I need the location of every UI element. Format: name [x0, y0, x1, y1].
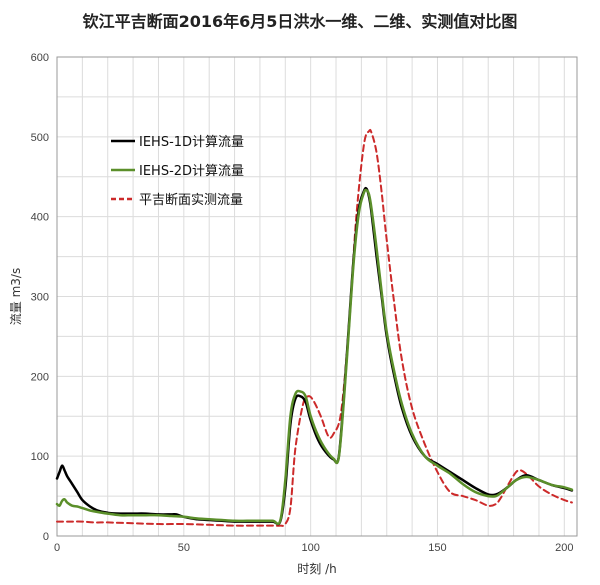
grid: [57, 57, 577, 536]
x-tick-label: 0: [54, 542, 60, 554]
legend-label-2: IEHS-2D计算流量: [139, 164, 244, 179]
legend-label-1: IEHS-1D计算流量: [139, 135, 244, 150]
y-tick-label: 100: [31, 451, 49, 463]
x-tick-label: 150: [428, 542, 446, 554]
chart-title: 钦江平吉断面2016年6月5日洪水一维、二维、实测值对比图: [82, 12, 518, 31]
series-line-3: [56, 128, 573, 527]
x-tick-label: 100: [301, 542, 319, 554]
y-tick-label: 300: [31, 292, 49, 304]
y-tick-label: 600: [31, 52, 49, 64]
y-axis-title: 流量 m3/s: [9, 268, 23, 325]
x-tick-label: 200: [555, 542, 573, 554]
series-line-1: [55, 186, 574, 526]
legend-label-3: 平吉断面实测流量: [139, 193, 243, 208]
y-tick-label: 0: [43, 531, 49, 543]
series-line-2: [55, 188, 574, 526]
x-tick-label: 50: [178, 542, 190, 554]
y-tick-label: 500: [31, 132, 49, 144]
y-tick-label: 400: [31, 212, 49, 224]
axis-ticks: 0 50 100 150 200 0 100 200 300 400 500 600: [31, 52, 574, 554]
x-axis-title: 时刻 /h: [297, 562, 336, 576]
y-tick-label: 200: [31, 371, 49, 383]
series-lines: [55, 128, 574, 527]
plot-frame: [56, 56, 578, 537]
